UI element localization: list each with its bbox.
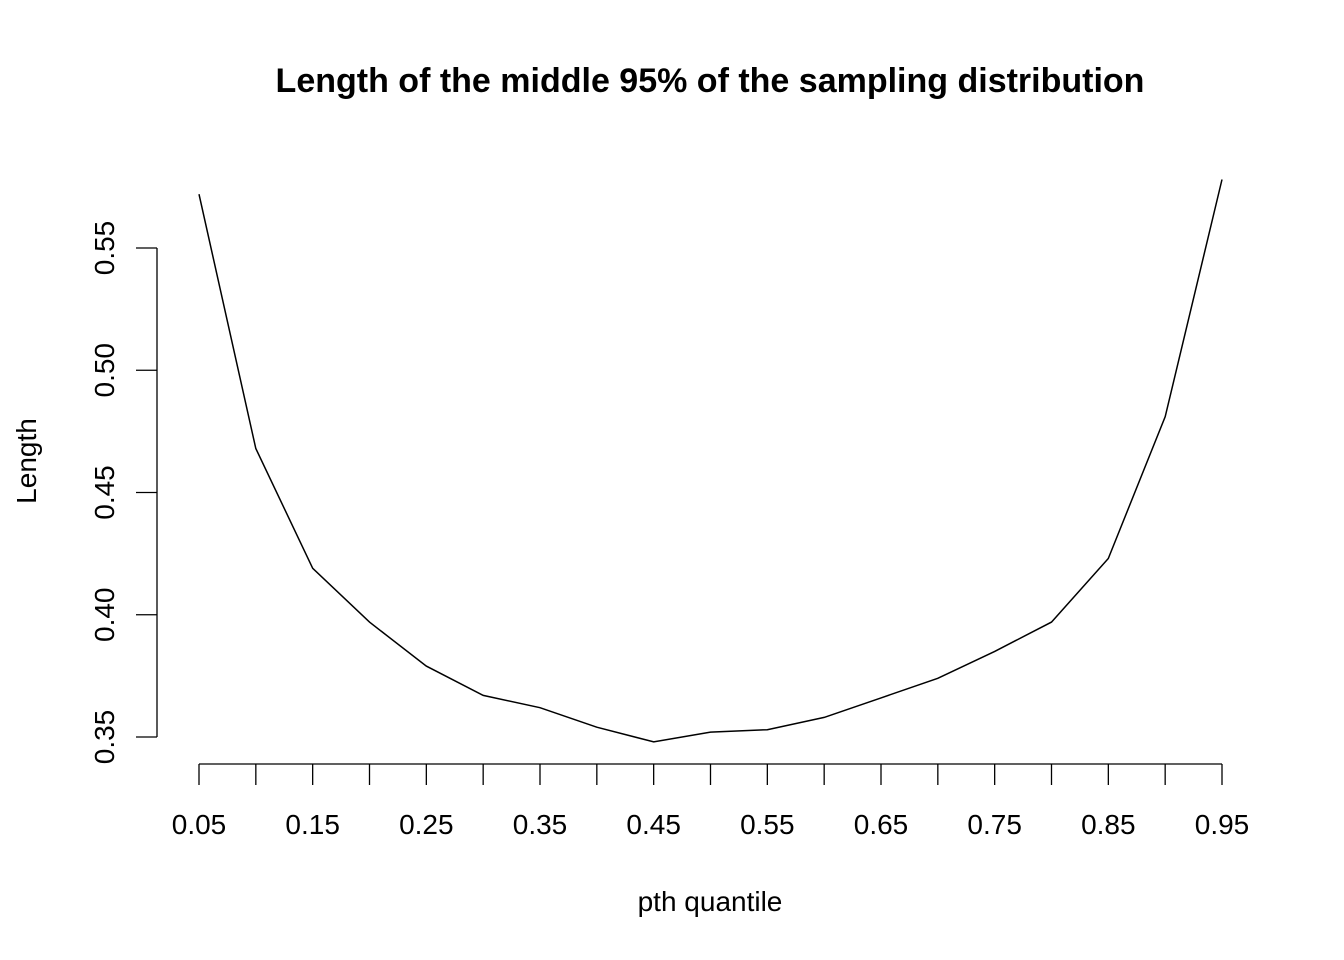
x-tick-label: 0.15 — [285, 809, 340, 840]
x-tick-label: 0.75 — [967, 809, 1022, 840]
y-axis-label: Length — [11, 418, 42, 504]
x-axis-label: pth quantile — [638, 886, 783, 917]
y-tick-label: 0.45 — [89, 465, 120, 520]
x-tick-label: 0.85 — [1081, 809, 1136, 840]
y-tick-label: 0.40 — [89, 588, 120, 643]
x-tick-label: 0.25 — [399, 809, 454, 840]
x-tick-label: 0.45 — [626, 809, 681, 840]
x-axis-ticks: 0.05 0.15 0.25 0.35 0.45 0.55 0.65 0.75 0.85 0.95 — [172, 764, 1250, 840]
y-tick-label: 0.35 — [89, 710, 120, 765]
x-tick-label: 0.55 — [740, 809, 795, 840]
series-group — [198, 179, 1223, 743]
x-tick-label: 0.35 — [513, 809, 568, 840]
y-axis-ticks: 0.35 0.40 0.45 0.50 0.55 — [89, 221, 157, 765]
series-line — [198, 179, 1223, 743]
x-tick-label: 0.05 — [172, 809, 227, 840]
y-tick-label: 0.55 — [89, 221, 120, 276]
chart-title: Length of the middle 95% of the sampling… — [276, 62, 1145, 100]
y-tick-label: 0.50 — [89, 343, 120, 398]
x-tick-label: 0.65 — [854, 809, 909, 840]
x-tick-label: 0.95 — [1195, 809, 1250, 840]
